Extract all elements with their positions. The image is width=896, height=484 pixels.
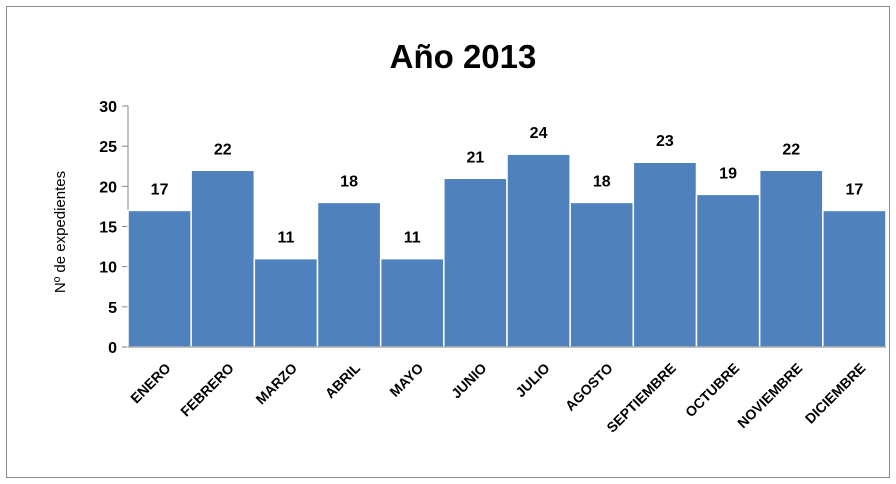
x-tick-label: MARZO (252, 360, 300, 408)
bar-septiembre (632, 161, 698, 348)
bar-mayo (379, 257, 445, 348)
x-tick-label: NOVIEMBRE (734, 360, 805, 431)
bar-febrero (190, 169, 256, 348)
x-tick-label: JULIO (512, 360, 553, 401)
bar-noviembre (758, 169, 824, 348)
data-label: 23 (656, 133, 674, 150)
data-label: 18 (340, 173, 358, 190)
y-tick-label: 15 (99, 220, 117, 237)
bar-agosto (569, 201, 635, 348)
x-tick-label: OCTUBRE (682, 360, 742, 420)
x-axis: ENERO FEBRERO MARZO ABRIL MAYO JUNIO JULIO AGOS… (127, 346, 886, 435)
y-tick-label: 10 (99, 260, 117, 277)
data-label: 22 (214, 141, 232, 158)
bar-marzo (253, 257, 319, 348)
y-axis: 0 5 10 15 20 25 30 (99, 99, 129, 357)
x-tick-label: ABRIL (322, 359, 364, 401)
bar-abril (316, 201, 382, 348)
x-tick-label: FEBRERO (177, 360, 237, 420)
y-tick-label: 25 (99, 139, 117, 156)
data-label: 11 (404, 230, 421, 247)
y-tick-label: 0 (108, 340, 117, 357)
y-axis-label: Nº de expedientes (52, 171, 69, 293)
data-label: 18 (593, 173, 611, 190)
chart-title: Año 2013 (390, 38, 537, 75)
bar-junio (443, 177, 508, 348)
data-label: 17 (846, 181, 864, 198)
bar-chart: Año 2013 Nº de expedientes 051015202530 … (52, 38, 887, 435)
data-label: 17 (151, 181, 169, 198)
data-label: 21 (467, 149, 485, 166)
bar-enero (127, 209, 192, 348)
chart-frame: Año 2013 Nº de expedientes 0 5 10 15 20 25 30 … (6, 6, 890, 478)
x-tick-label: DICIEMBRE (802, 360, 869, 427)
y-tick-label: 20 (99, 179, 117, 196)
data-labels: 17 22 11 18 11 21 24 18 23 19 22 17 (151, 125, 864, 246)
data-label: 22 (782, 141, 800, 158)
data-label: 11 (277, 230, 294, 247)
data-label: 24 (530, 125, 548, 142)
y-tick-label: 30 (99, 99, 117, 116)
x-tick-label: ENERO (127, 360, 174, 407)
bar-octubre (695, 193, 761, 348)
bar-julio (506, 153, 571, 348)
y-tick-label: 5 (108, 300, 117, 317)
x-tick-label: MAYO (386, 360, 426, 400)
bar-diciembre (822, 209, 887, 348)
x-tick-label: AGOSTO (562, 360, 616, 414)
x-tick-label: JUNIO (448, 360, 490, 402)
data-label: 19 (719, 165, 737, 182)
bars (127, 153, 887, 348)
